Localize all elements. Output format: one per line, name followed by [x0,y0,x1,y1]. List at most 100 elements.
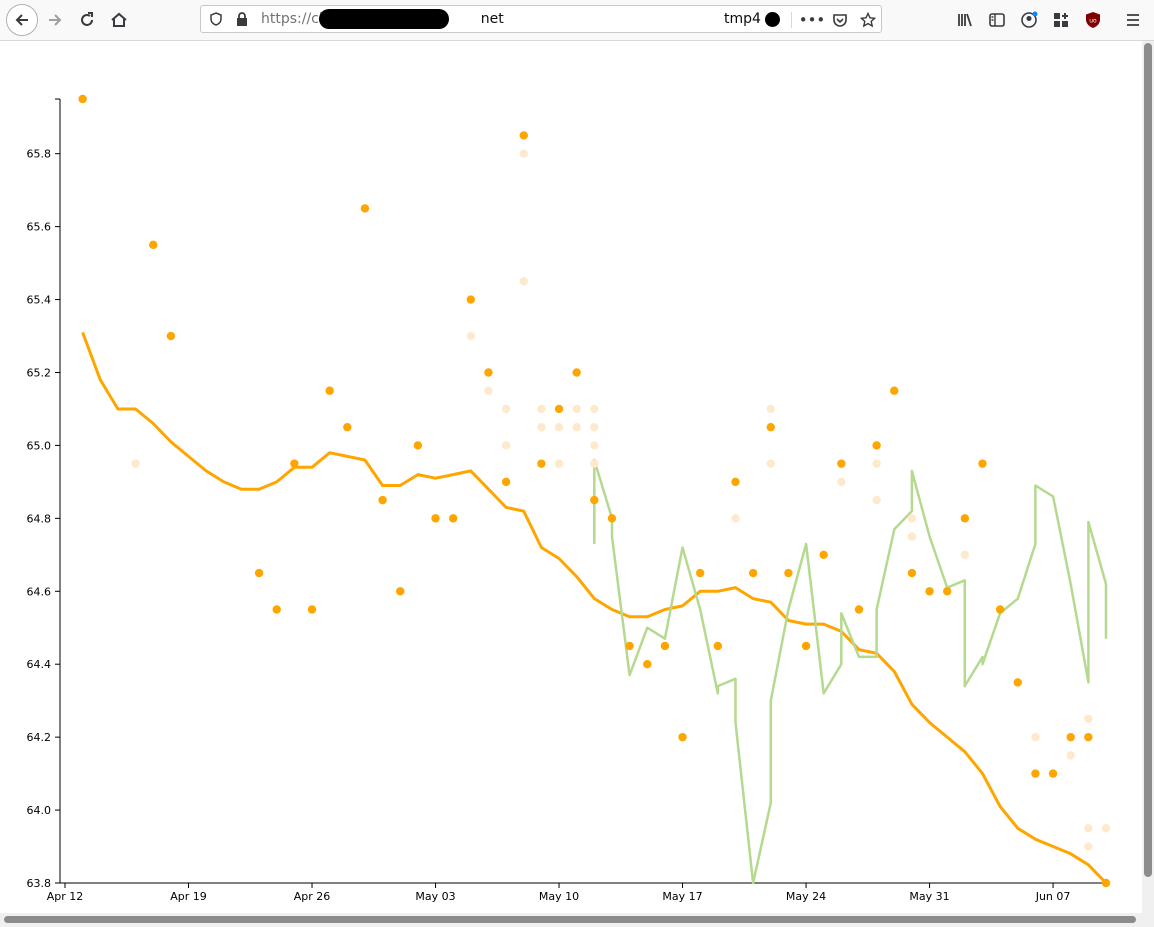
data-point [537,459,546,468]
trend-line [593,458,1108,885]
x-tick-label: May 10 [539,890,579,903]
faded-data-point [572,422,581,432]
faded-data-point [766,404,775,414]
sidebar-icon [989,13,1005,27]
forward-arrow-icon [49,14,62,26]
faded-data-point [590,441,599,450]
page-actions-button[interactable]: ••• [798,7,826,33]
container-dot-icon [765,12,780,27]
forward-button[interactable] [40,5,70,35]
x-tick-label: Jun 07 [1035,890,1071,903]
y-tick-label: 65.4 [27,294,52,307]
data-point [625,641,634,651]
data-point [678,732,687,742]
data-point [819,550,828,560]
more-dots-icon: ••• [798,11,826,29]
data-point [307,605,317,614]
x-tick-label: May 03 [415,890,455,903]
horizontal-scroll-thumb[interactable] [4,916,1136,923]
back-button[interactable] [6,4,38,36]
url-prefix: https://cl [261,11,323,27]
url-bar[interactable]: https://cl net tmp4 ••• [200,5,882,33]
y-tick-label: 65.8 [27,148,52,161]
ublock-button[interactable]: uo [1078,5,1108,35]
faded-data-point [1031,732,1040,742]
library-button[interactable] [950,5,980,35]
extensions-button[interactable] [1046,5,1076,35]
x-axis: Apr 12 Apr 19 Apr 26 May 03 May 10 May 17 May … [47,882,1108,903]
faded-data-point [554,459,564,468]
faded-data-point [484,386,493,395]
library-icon [958,13,972,27]
faded-data-point [519,277,528,286]
data-point [484,368,493,377]
y-tick-label: 64.8 [27,512,52,525]
data-point [519,131,528,140]
data-point [413,441,423,450]
bookmark-button[interactable] [855,7,881,33]
data-point [254,568,264,578]
faded-data-point [501,404,511,414]
vertical-scrollbar[interactable] [1142,41,1154,913]
horizontal-scrollbar[interactable] [0,913,1154,927]
data-point [396,587,405,596]
data-point [854,605,864,614]
faded-data-point [837,477,846,487]
chart-points [78,94,1111,888]
data-point [1066,732,1075,742]
svg-text:uo: uo [1089,18,1097,25]
data-point [572,368,581,377]
y-tick-label: 65.6 [27,221,52,234]
x-tick-label: May 17 [662,890,702,903]
faded-data-point [731,514,740,523]
data-point [554,404,564,414]
reload-button[interactable] [72,5,102,35]
container-tab-label: tmp4 [724,11,761,27]
faded-data-point [872,495,881,505]
faded-data-point [872,459,881,468]
data-point [378,495,387,505]
page-content: 63.8 64.0 64.2 64.4 64.6 64.8 65.0 65.2 65.4 65.6… [0,41,1142,913]
vertical-scroll-thumb[interactable] [1144,43,1152,877]
faded-data-point [1084,842,1093,851]
star-icon [860,12,876,28]
data-point [360,204,370,213]
pocket-button[interactable] [827,7,853,33]
data-point [290,459,299,468]
x-tick-label: Apr 19 [170,890,207,903]
data-point [466,295,476,304]
scatter-chart: 63.8 64.0 64.2 64.4 64.6 64.8 65.0 65.2 65.4 65.6… [27,94,1111,903]
menu-button[interactable] [1118,5,1148,35]
url-text[interactable]: https://cl net [261,11,504,27]
y-tick-label: 65.0 [27,439,52,452]
data-point [890,386,899,395]
data-point [943,587,952,596]
faded-data-point [1066,751,1075,760]
faded-data-point [590,404,599,414]
data-point [748,568,758,578]
data-point [784,568,793,578]
faded-data-point [537,422,546,432]
pocket-icon [833,14,847,27]
y-tick-label: 64.0 [27,804,52,817]
faded-data-point [907,532,917,541]
x-tick-label: May 24 [786,890,826,903]
data-point [925,587,934,596]
tracking-shield-icon[interactable] [209,12,223,26]
data-point [643,660,652,669]
sidebar-button[interactable] [982,5,1012,35]
redaction-mark [319,9,449,29]
lock-icon[interactable] [235,11,249,27]
account-button[interactable] [1014,5,1044,35]
data-point [166,331,176,341]
data-point [660,641,670,651]
data-point [731,477,740,487]
data-point [272,605,281,614]
data-point [872,441,881,450]
home-button[interactable] [104,5,134,35]
data-point [837,459,846,468]
data-point [607,514,617,523]
faded-data-point [1101,824,1111,833]
y-axis: 63.8 64.0 64.2 64.4 64.6 64.8 65.0 65.2 65.4 65.6… [27,98,61,890]
x-tick-label: Apr 26 [294,890,331,903]
